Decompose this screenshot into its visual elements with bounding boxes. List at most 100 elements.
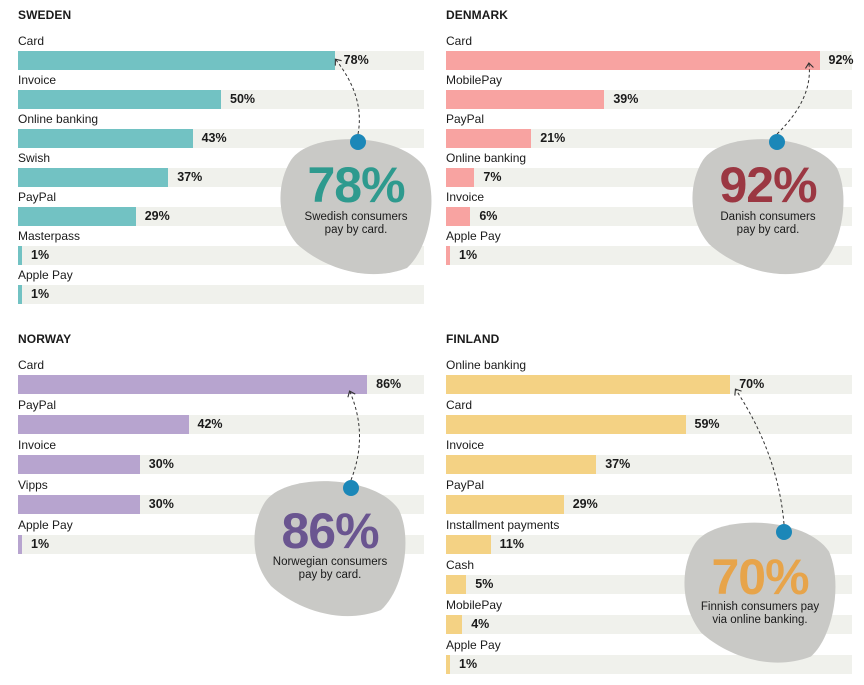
norway-callout-value: 86% xyxy=(281,503,379,559)
category-label: Invoice xyxy=(446,438,485,452)
bar-track: 59% xyxy=(446,415,852,434)
value-label: 11% xyxy=(499,537,524,551)
norway-row-invoice: Invoice 30% xyxy=(18,438,424,475)
bar xyxy=(446,495,564,514)
norway-row-card: Card 86% xyxy=(18,358,424,395)
bar xyxy=(18,246,23,265)
category-label: Apple Pay xyxy=(446,229,501,243)
denmark-callout-value: 92% xyxy=(719,157,817,213)
bar-track: 37% xyxy=(446,455,852,474)
bar xyxy=(18,455,140,474)
sweden-callout-value: 78% xyxy=(307,157,405,213)
value-label: 39% xyxy=(613,92,639,106)
denmark-title: DENMARK xyxy=(446,8,509,22)
bar xyxy=(18,375,368,394)
bar-track: 21% xyxy=(446,129,852,148)
finland-callout-text: Finnish consumers pay via online banking. xyxy=(685,601,835,627)
bar xyxy=(18,285,23,304)
callout-text-line: pay by card. xyxy=(324,224,388,236)
value-label: 78% xyxy=(343,53,369,67)
denmark-panel: DENMARK Card 92% MobilePay 39% PayPal 21% Onlin… xyxy=(446,8,854,308)
category-label: Invoice xyxy=(18,438,57,452)
bar xyxy=(446,535,491,554)
category-label: Invoice xyxy=(446,190,485,204)
value-label: 30% xyxy=(148,457,174,471)
category-label: Vipps xyxy=(18,478,48,492)
value-label: 43% xyxy=(201,131,227,145)
bar-track: 78% xyxy=(18,51,424,70)
callout-text-line: pay by card. xyxy=(736,224,800,236)
bar-track: 42% xyxy=(18,415,424,434)
value-label: 50% xyxy=(230,92,256,106)
bar xyxy=(446,575,467,594)
sweden-row-online-banking: Online banking 43% xyxy=(18,112,424,149)
sweden-panel: SWEDEN Card 78% Invoice 50% Online banking 43%… xyxy=(18,8,432,308)
callout-text-line: via online banking. xyxy=(712,614,808,626)
value-label: 92% xyxy=(828,53,854,67)
bar xyxy=(18,535,23,554)
value-label: 1% xyxy=(459,657,478,671)
value-label: 29% xyxy=(144,209,170,223)
denmark-callout-text: Danish consumers pay by card. xyxy=(693,211,843,237)
value-label: 70% xyxy=(739,377,765,391)
category-label: Online banking xyxy=(446,358,527,372)
category-label: PayPal xyxy=(18,398,57,412)
finland-row-card: Card 59% xyxy=(446,398,852,435)
denmark-row-mobilepay: MobilePay 39% xyxy=(446,73,852,110)
value-label: 37% xyxy=(605,457,631,471)
bar xyxy=(446,51,820,70)
category-label: PayPal xyxy=(18,190,57,204)
bar xyxy=(446,90,605,109)
bar xyxy=(18,129,193,148)
bar xyxy=(18,90,221,109)
finland-row-invoice: Invoice 37% xyxy=(446,438,852,475)
value-label: 4% xyxy=(471,617,490,631)
bar xyxy=(446,168,475,187)
bar-track: 86% xyxy=(18,375,424,394)
finland-row-online-banking: Online banking 70% xyxy=(446,358,852,395)
value-label: 1% xyxy=(31,537,50,551)
norway-title: NORWAY xyxy=(18,332,72,346)
bar xyxy=(18,495,140,514)
sweden-row-apple-pay: Apple Pay 1% xyxy=(18,268,424,305)
category-label: Installment payments xyxy=(446,518,560,532)
bar-track: 43% xyxy=(18,129,424,148)
value-label: 1% xyxy=(459,248,478,262)
value-label: 1% xyxy=(31,287,50,301)
bar xyxy=(446,655,451,674)
category-label: PayPal xyxy=(446,112,485,126)
category-label: Card xyxy=(446,398,473,412)
norway-callout-text: Norwegian consumers pay by card. xyxy=(255,556,405,582)
category-label: Online banking xyxy=(18,112,99,126)
category-label: MobilePay xyxy=(446,73,503,87)
bar xyxy=(446,615,463,634)
callout-text-line: Finnish consumers pay xyxy=(700,601,820,613)
value-label: 37% xyxy=(177,170,203,184)
callout-text-line: Danish consumers xyxy=(720,211,816,223)
bar-track: 1% xyxy=(446,246,852,265)
bar-track: 1% xyxy=(18,285,424,304)
category-label: Card xyxy=(446,34,473,48)
bar xyxy=(446,455,597,474)
category-label: Card xyxy=(18,34,45,48)
bar-track: 29% xyxy=(446,495,852,514)
category-label: Invoice xyxy=(18,73,57,87)
bar xyxy=(18,415,189,434)
value-label: 86% xyxy=(376,377,402,391)
bar xyxy=(446,246,451,265)
callout-text-line: Swedish consumers xyxy=(304,211,408,223)
category-label: Apple Pay xyxy=(18,518,73,532)
sweden-title: SWEDEN xyxy=(18,8,72,22)
bar xyxy=(18,168,169,187)
callout-text-line: pay by card. xyxy=(298,569,362,581)
bar-track: 50% xyxy=(18,90,424,109)
category-label: Apple Pay xyxy=(446,638,501,652)
value-label: 1% xyxy=(31,248,50,262)
value-label: 7% xyxy=(483,170,502,184)
value-label: 6% xyxy=(479,209,498,223)
category-label: Online banking xyxy=(446,151,527,165)
finland-panel: FINLAND Online banking 70% Card 59% Invoice 37… xyxy=(446,332,852,674)
bar-track: 92% xyxy=(446,51,854,70)
bar-track: 1% xyxy=(446,655,852,674)
